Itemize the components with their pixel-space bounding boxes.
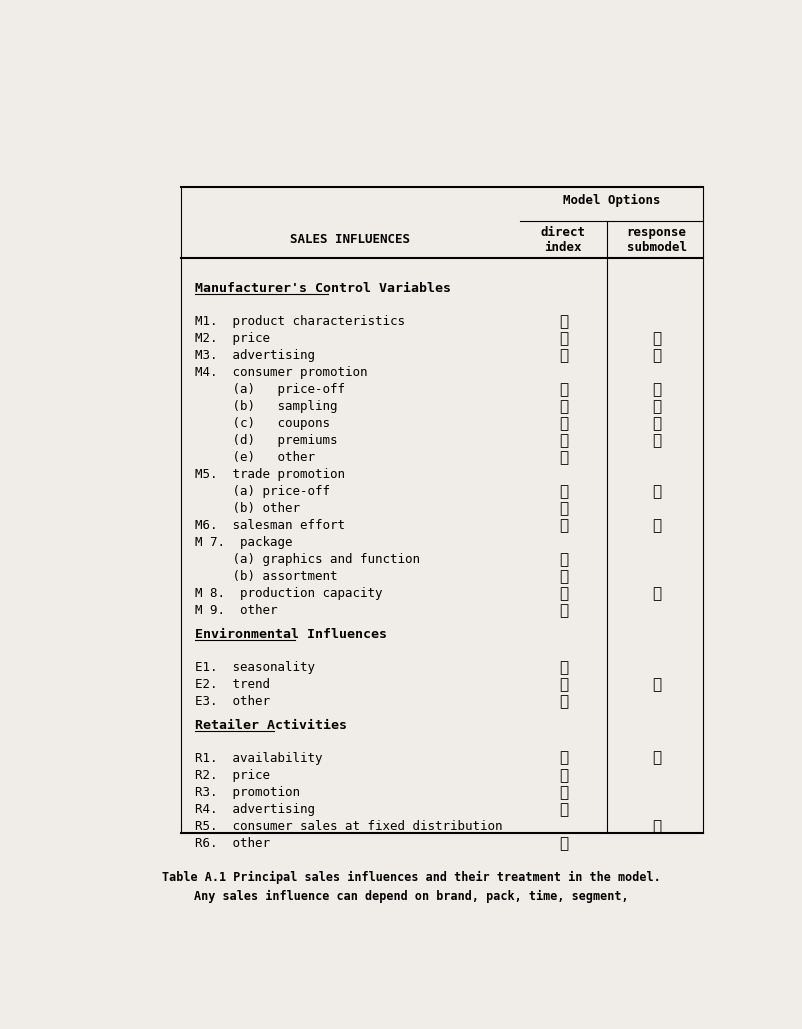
Text: R2.  price: R2. price <box>195 769 269 782</box>
Text: ✓: ✓ <box>559 501 568 517</box>
Text: Table A.1 Principal sales influences and their treatment in the model.: Table A.1 Principal sales influences and… <box>162 872 660 884</box>
Text: ✓: ✓ <box>652 518 661 533</box>
Text: ✓: ✓ <box>559 518 568 533</box>
Text: ✓: ✓ <box>559 836 568 851</box>
Text: M1.  product characteristics: M1. product characteristics <box>195 315 405 327</box>
Text: ✓: ✓ <box>559 750 568 766</box>
Text: (a) price-off: (a) price-off <box>195 485 330 498</box>
Text: ✓: ✓ <box>559 484 568 499</box>
Text: Any sales influence can depend on brand, pack, time, segment,: Any sales influence can depend on brand,… <box>194 890 628 903</box>
Text: M3.  advertising: M3. advertising <box>195 349 314 362</box>
Text: ✓: ✓ <box>559 569 568 584</box>
Text: ✓: ✓ <box>652 750 661 766</box>
Text: SALES INFLUENCES: SALES INFLUENCES <box>290 233 411 246</box>
Text: ✓: ✓ <box>652 587 661 601</box>
Text: ✓: ✓ <box>559 314 568 328</box>
Text: ✓: ✓ <box>559 450 568 465</box>
Text: (a)   price-off: (a) price-off <box>195 383 345 396</box>
Text: ✓: ✓ <box>652 677 661 691</box>
Text: ✓: ✓ <box>559 694 568 709</box>
Text: Retailer Activities: Retailer Activities <box>195 719 346 732</box>
Text: ✓: ✓ <box>559 587 568 601</box>
Text: ✓: ✓ <box>652 819 661 833</box>
Text: Manufacturer's Control Variables: Manufacturer's Control Variables <box>195 282 451 295</box>
Text: (b)   sampling: (b) sampling <box>195 400 337 413</box>
Text: ✓: ✓ <box>559 399 568 414</box>
Text: ✓: ✓ <box>559 330 568 346</box>
Text: R5.  consumer sales at fixed distribution: R5. consumer sales at fixed distribution <box>195 820 502 832</box>
Text: R1.  availability: R1. availability <box>195 751 322 765</box>
Text: M2.  price: M2. price <box>195 331 269 345</box>
Text: (a) graphics and function: (a) graphics and function <box>195 554 419 566</box>
Text: R4.  advertising: R4. advertising <box>195 803 314 816</box>
Text: R3.  promotion: R3. promotion <box>195 786 300 799</box>
Text: M4.  consumer promotion: M4. consumer promotion <box>195 365 367 379</box>
Text: ✓: ✓ <box>559 553 568 567</box>
Text: E1.  seasonality: E1. seasonality <box>195 661 314 674</box>
Text: ✓: ✓ <box>652 433 661 448</box>
Text: R6.  other: R6. other <box>195 837 269 850</box>
Text: Model Options: Model Options <box>563 194 660 207</box>
Text: ✓: ✓ <box>559 802 568 817</box>
Text: ✓: ✓ <box>652 399 661 414</box>
Text: ✓: ✓ <box>559 416 568 431</box>
Text: (b) other: (b) other <box>195 502 300 516</box>
Text: M5.  trade promotion: M5. trade promotion <box>195 468 345 481</box>
Text: M 7.  package: M 7. package <box>195 536 292 549</box>
Text: (d)   premiums: (d) premiums <box>195 434 337 447</box>
Text: ✓: ✓ <box>652 348 661 363</box>
Text: ✓: ✓ <box>559 660 568 675</box>
Text: E3.  other: E3. other <box>195 695 269 708</box>
Text: M 8.  production capacity: M 8. production capacity <box>195 588 383 600</box>
Text: Environmental Influences: Environmental Influences <box>195 628 387 641</box>
Text: ✓: ✓ <box>559 785 568 800</box>
Text: ✓: ✓ <box>652 484 661 499</box>
Text: ✓: ✓ <box>559 433 568 448</box>
Text: ✓: ✓ <box>652 382 661 397</box>
Text: direct
index: direct index <box>541 225 585 253</box>
Text: (b) assortment: (b) assortment <box>195 570 337 583</box>
Text: (e)   other: (e) other <box>195 451 314 464</box>
Text: M6.  salesman effort: M6. salesman effort <box>195 519 345 532</box>
Text: ✓: ✓ <box>559 768 568 783</box>
Text: (c)   coupons: (c) coupons <box>195 417 330 430</box>
Text: ✓: ✓ <box>559 603 568 618</box>
Text: ✓: ✓ <box>559 677 568 691</box>
Text: response
submodel: response submodel <box>626 225 687 253</box>
Text: M 9.  other: M 9. other <box>195 604 277 617</box>
Text: ✓: ✓ <box>652 416 661 431</box>
Text: ✓: ✓ <box>559 348 568 363</box>
Text: E2.  trend: E2. trend <box>195 678 269 690</box>
Text: ✓: ✓ <box>559 382 568 397</box>
Text: ✓: ✓ <box>652 330 661 346</box>
